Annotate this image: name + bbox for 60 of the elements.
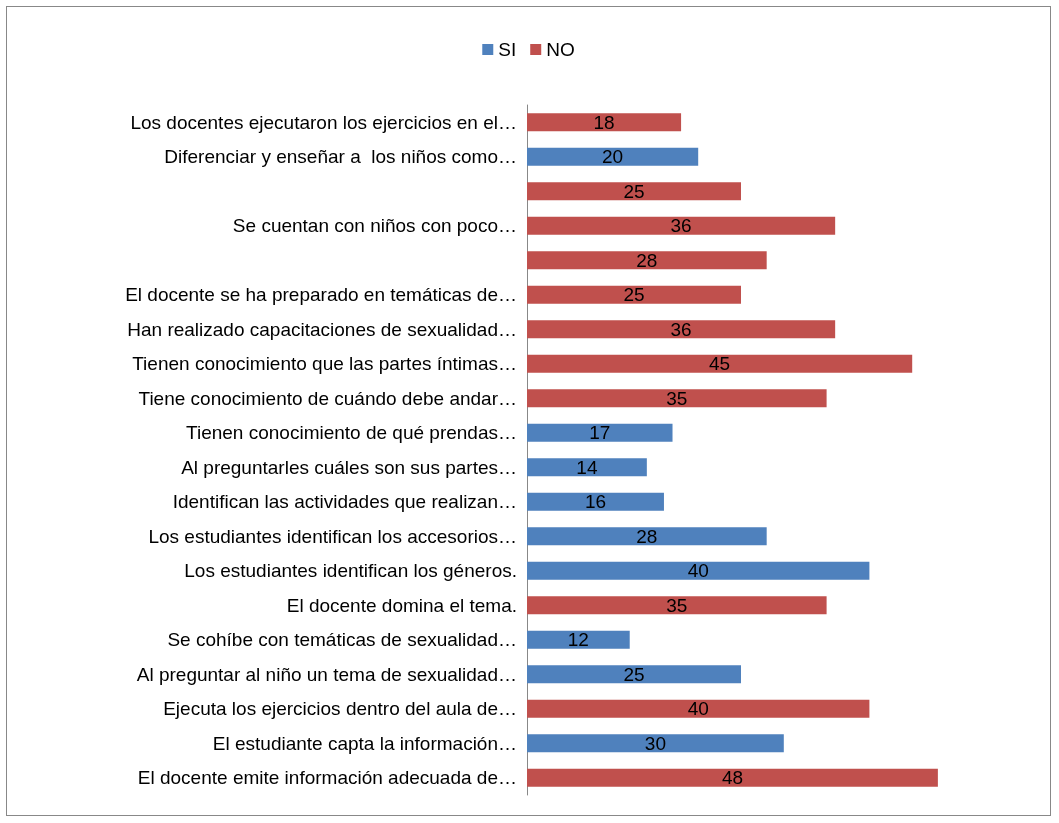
legend-label: NO bbox=[546, 39, 575, 60]
data-label: 14 bbox=[576, 456, 598, 478]
y-tick-label: Han realizado capacitaciones de sexualidad… bbox=[127, 318, 517, 340]
y-tick-label: Al preguntar al niño un tema de sexualidad… bbox=[136, 663, 517, 685]
y-tick-label: Los estudiantes identifican los géneros. bbox=[184, 560, 517, 582]
bar bbox=[527, 147, 699, 166]
data-label: 48 bbox=[721, 767, 744, 789]
y-tick-label: Los estudiantes identifican los accesorios… bbox=[148, 525, 517, 547]
bar bbox=[527, 630, 630, 649]
data-label: 18 bbox=[593, 111, 615, 133]
data-label: 25 bbox=[623, 180, 645, 202]
y-tick-label: Diferenciar y enseñar a los niños como… bbox=[164, 146, 517, 168]
data-label: 35 bbox=[666, 594, 688, 616]
y-tick-label: Ejecuta los ejercicios dentro del aula de… bbox=[163, 698, 517, 720]
data-label: 28 bbox=[636, 249, 658, 271]
data-label: 36 bbox=[670, 318, 692, 340]
bar bbox=[527, 768, 938, 787]
y-tick-label: Tiene conocimiento de cuándo debe andar… bbox=[138, 387, 517, 409]
y-tick-label: El docente domina el tema. bbox=[286, 594, 517, 616]
bar bbox=[527, 113, 682, 132]
data-label: 45 bbox=[709, 353, 731, 375]
y-tick-label: Identifican las actividades que realizan… bbox=[172, 491, 517, 513]
data-label: 12 bbox=[567, 629, 589, 651]
y-tick-label: El estudiante capta la información… bbox=[212, 732, 517, 754]
data-label: 17 bbox=[589, 422, 611, 444]
data-label: 25 bbox=[623, 284, 645, 306]
y-tick-label: Se cuentan con niños con poco… bbox=[232, 215, 517, 237]
bar bbox=[527, 389, 827, 408]
bar bbox=[527, 423, 673, 442]
bar bbox=[527, 665, 741, 684]
data-label: 40 bbox=[687, 560, 709, 582]
y-tick-label: El docente emite información adecuada de… bbox=[137, 767, 517, 789]
data-label: 36 bbox=[670, 215, 692, 237]
bar bbox=[527, 699, 870, 718]
data-label: 40 bbox=[687, 698, 709, 720]
bar bbox=[527, 354, 913, 373]
legend-label: SI bbox=[498, 39, 517, 60]
y-tick-label: Tienen conocimiento que las partes íntimas… bbox=[132, 353, 517, 375]
y-tick-label: Los docentes ejecutaron los ejercicios en el… bbox=[130, 111, 517, 133]
bar bbox=[527, 734, 784, 753]
y-tick-label: Se cohíbe con temáticas de sexualidad… bbox=[167, 629, 517, 651]
bar bbox=[527, 182, 741, 201]
bar bbox=[527, 527, 767, 546]
bar bbox=[527, 561, 870, 580]
y-tick-label: Tienen conocimiento de qué prendas… bbox=[186, 422, 517, 444]
bar bbox=[527, 492, 664, 511]
bar bbox=[527, 458, 647, 477]
data-label: 35 bbox=[666, 387, 688, 409]
data-label: 16 bbox=[584, 491, 607, 513]
bar bbox=[527, 285, 741, 304]
bar bbox=[527, 216, 836, 235]
data-label: 30 bbox=[644, 732, 666, 754]
data-label: 20 bbox=[602, 146, 624, 168]
data-label: 25 bbox=[623, 663, 645, 685]
bar bbox=[527, 596, 827, 615]
y-tick-label: Al preguntarles cuáles son sus partes… bbox=[181, 456, 517, 478]
bar bbox=[527, 320, 836, 339]
data-label: 28 bbox=[636, 525, 658, 547]
y-tick-label: El docente se ha preparado en temáticas de… bbox=[125, 284, 517, 306]
bar bbox=[527, 251, 767, 270]
